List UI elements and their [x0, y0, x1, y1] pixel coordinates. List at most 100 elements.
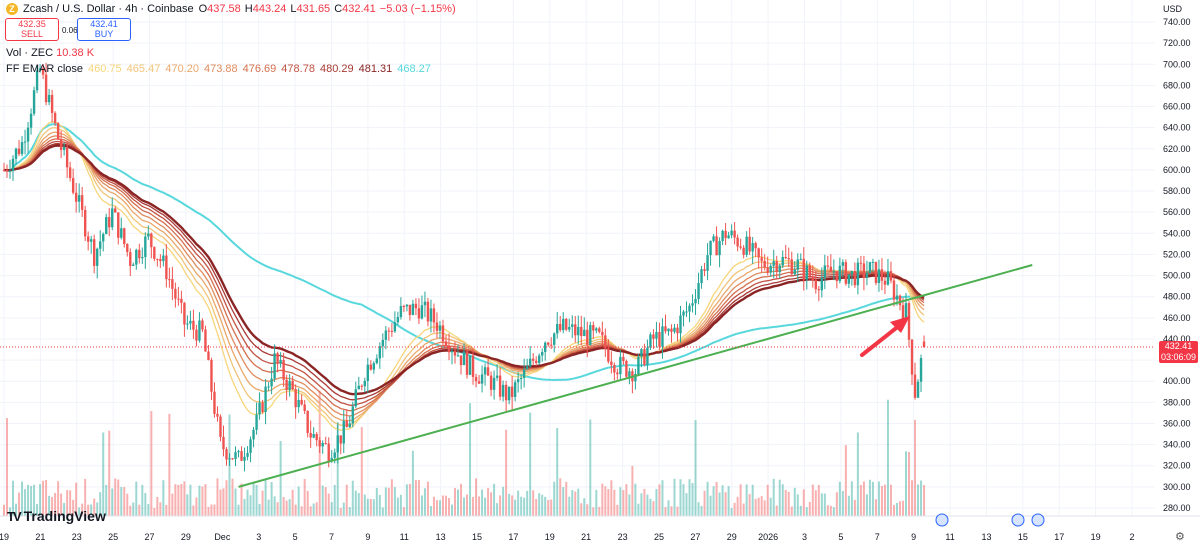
volume-bar: [523, 497, 526, 516]
volume-bar: [544, 496, 547, 516]
candle-body: [898, 295, 902, 306]
volume-bar: [180, 484, 183, 516]
candle-body: [237, 451, 240, 453]
volume-bar: [908, 452, 911, 516]
candle-body: [784, 256, 787, 259]
volume-bar: [261, 490, 264, 516]
candle-body: [165, 255, 168, 280]
candle-body: [405, 304, 409, 307]
last-price-tag: 432.41 03:06:09: [1159, 341, 1198, 363]
volume-bar: [655, 489, 658, 516]
volume-bar: [631, 465, 634, 516]
time-tick-label: 2026: [758, 532, 778, 542]
candle-body: [640, 349, 643, 357]
candle-body: [273, 353, 276, 379]
volume-bar: [447, 498, 450, 516]
candle-body: [86, 236, 90, 242]
volume-bar: [168, 413, 171, 516]
volume-bar: [475, 478, 478, 516]
time-tick-label: 17: [508, 532, 518, 542]
volume-bar: [841, 491, 844, 516]
candle-body: [168, 279, 171, 281]
candle-body: [486, 367, 490, 376]
candle-body: [751, 243, 754, 252]
time-tick-label: 11: [400, 532, 409, 542]
volume-bar: [87, 504, 90, 516]
candle-body: [408, 304, 412, 315]
volume-bar: [763, 500, 766, 516]
candle-body: [339, 435, 342, 444]
candle-body: [676, 327, 679, 334]
candle-body: [745, 236, 748, 255]
volume-bar: [607, 489, 610, 516]
volume-legend[interactable]: Vol · ZEC 10.38 K: [6, 47, 94, 59]
volume-bar: [829, 505, 832, 516]
candle-body: [571, 324, 574, 327]
candle-body: [670, 328, 673, 332]
symbol-title[interactable]: Zcash / U.S. Dollar · 4h · Coinbase: [23, 3, 194, 15]
volume-bar: [432, 496, 435, 516]
volume-bar: [499, 495, 502, 516]
candle-body: [544, 342, 547, 352]
volume-bar: [496, 503, 499, 516]
zcash-coin-icon: Z: [6, 3, 18, 15]
volume-bar: [387, 487, 390, 516]
tradingview-logo[interactable]: TV TradingView: [7, 508, 106, 524]
candle-body: [856, 262, 860, 286]
price-tick-label: 740.00: [1163, 17, 1191, 27]
candle-body: [357, 385, 360, 390]
close-value: 432.41: [342, 3, 376, 15]
volume-bar: [267, 499, 270, 516]
candle-body: [288, 380, 291, 390]
volume-bar: [9, 507, 12, 516]
currency-unit[interactable]: USD: [1163, 4, 1183, 14]
candle-body: [306, 410, 309, 433]
volume-bar: [805, 507, 808, 516]
candle-body: [634, 373, 637, 382]
candle-body: [775, 261, 778, 273]
volume-bar: [793, 487, 796, 516]
volume-bar: [706, 481, 709, 516]
candle-body: [919, 358, 923, 382]
volume-bar: [529, 412, 532, 516]
candle-body: [420, 305, 424, 319]
volume-bar: [619, 487, 622, 516]
volume-bar: [676, 506, 679, 516]
volume-bar: [54, 492, 57, 516]
volume-bar: [246, 489, 249, 516]
candle-body: [886, 271, 890, 285]
sell-button[interactable]: 432.35 SELL: [5, 18, 59, 41]
candle-body: [249, 439, 252, 453]
volume-bar: [874, 499, 877, 516]
volume-bar: [207, 506, 210, 516]
volume-bar: [760, 496, 763, 516]
candle-body: [186, 323, 189, 325]
volume-bar: [249, 495, 252, 516]
volume-bar: [117, 479, 120, 516]
volume-bar: [520, 496, 523, 516]
volume-bar: [141, 484, 144, 516]
volume-bar: [877, 481, 880, 516]
volume-bar: [673, 478, 676, 516]
buy-button[interactable]: 432.41 BUY: [77, 18, 131, 41]
volume-bar: [883, 484, 886, 516]
volume-bar: [426, 481, 429, 516]
volume-bar: [81, 503, 84, 516]
candle-body: [748, 236, 751, 252]
volume-bar: [144, 493, 147, 516]
candle-body: [868, 262, 872, 273]
candle-body: [823, 265, 827, 278]
volume-bar: [21, 481, 24, 516]
ema-legend[interactable]: FF EMAR close 460.75 465.47 470.20 473.8…: [6, 63, 431, 75]
volume-bar: [402, 507, 405, 516]
settings-gear-icon[interactable]: ⚙: [1175, 531, 1185, 543]
volume-bar: [859, 484, 862, 516]
volume-bar: [129, 505, 132, 516]
volume-bar: [36, 503, 39, 516]
volume-bar: [691, 483, 694, 516]
candle-body: [387, 330, 391, 332]
volume-bar: [739, 484, 742, 516]
ema-value: 460.75: [88, 63, 122, 75]
candle-body: [916, 381, 920, 398]
